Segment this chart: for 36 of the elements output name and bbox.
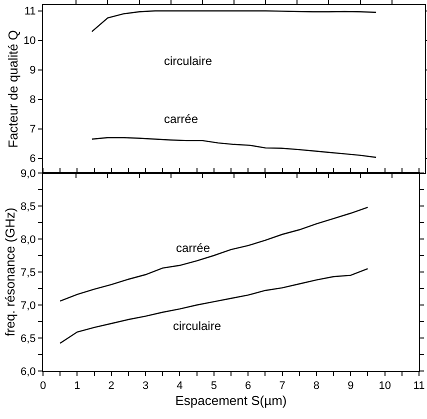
annotation: carrée xyxy=(176,241,210,255)
y-tick-label: 7,5 xyxy=(20,266,36,279)
x-tick-label: 5 xyxy=(210,380,217,392)
y-tick-label: 7,0 xyxy=(20,300,36,312)
annotation: carrée xyxy=(164,112,198,126)
y-tick-label: 6 xyxy=(30,153,36,166)
x-tick-label: 10 xyxy=(378,380,391,392)
y-tick-label: 8 xyxy=(30,94,36,106)
y-tick-label: 7 xyxy=(30,124,36,136)
x-tick-label: 4 xyxy=(176,380,183,392)
annotation: circulaire xyxy=(164,54,212,68)
x-axis-title: Espacement S(µm) xyxy=(175,392,287,408)
x-tick-label: 9 xyxy=(348,380,354,392)
y-tick-label: 8,5 xyxy=(20,200,36,213)
y-tick-label: 10 xyxy=(24,35,36,48)
y-tick-label: 11 xyxy=(24,6,36,18)
x-tick-label: 11 xyxy=(413,380,425,392)
y-tick-label: 6,5 xyxy=(20,332,36,345)
y-axis-title: Facteur de qualité Q xyxy=(6,30,20,148)
annotation: circulaire xyxy=(173,319,222,333)
x-tick-label: 3 xyxy=(142,380,149,392)
x-tick-label: 8 xyxy=(313,380,320,392)
x-tick-label: 7 xyxy=(279,380,286,392)
y-tick-label: 9 xyxy=(30,64,36,77)
line-series xyxy=(91,137,377,158)
line-series xyxy=(59,206,368,302)
x-tick-label: 2 xyxy=(108,380,114,392)
y-tick-label: 6,0 xyxy=(20,366,36,378)
x-tick-label: 1 xyxy=(74,380,80,392)
y-tick-label: 8,0 xyxy=(20,234,36,246)
x-tick-label: 6 xyxy=(245,380,252,392)
y-tick-label: 9,0 xyxy=(20,168,36,180)
line-series xyxy=(91,10,377,32)
line-series xyxy=(59,268,368,344)
y-axis-title: freq. résonance (GHz) xyxy=(2,208,18,336)
x-tick-label: 0 xyxy=(40,380,46,392)
